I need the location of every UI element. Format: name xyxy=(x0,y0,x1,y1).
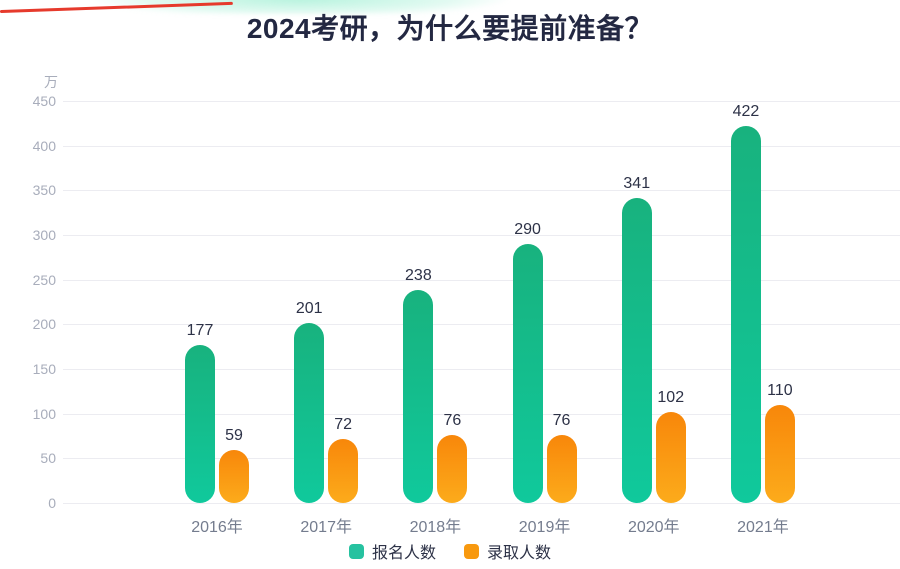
legend-item-applicants[interactable]: 报名人数 xyxy=(348,539,436,563)
bar-value-label: 76 xyxy=(552,412,571,429)
applicants-bar xyxy=(512,244,543,503)
bar-column: 201 xyxy=(294,101,325,503)
y-axis-tick: 450 xyxy=(32,93,56,109)
x-axis-label: 2020年 xyxy=(627,519,680,536)
gridline xyxy=(63,279,900,281)
bar-column: 76 xyxy=(437,101,468,503)
bar-group: 238 76 2018年 xyxy=(403,101,468,536)
bar-value-label: 290 xyxy=(514,221,541,238)
bar-value-label: 59 xyxy=(225,427,243,444)
y-axis-tick: 50 xyxy=(40,450,56,467)
bar-column: 110 xyxy=(764,101,795,503)
bar-column: 422 xyxy=(730,101,761,503)
bar-column: 290 xyxy=(512,101,543,503)
bar-column: 102 xyxy=(655,101,686,503)
bar-value-label: 110 xyxy=(767,382,793,399)
bar-value-label: 177 xyxy=(186,322,214,339)
bar-group: 177 59 2016年 xyxy=(185,101,249,536)
bar-value-label: 341 xyxy=(623,175,651,192)
x-axis-label: 2016年 xyxy=(191,519,243,536)
bar-value-label: 422 xyxy=(732,103,760,120)
admitted-bar xyxy=(328,439,359,503)
bar-group: 201 72 2017年 xyxy=(294,101,359,536)
legend-swatch-icon xyxy=(348,543,364,559)
x-axis-label: 2019年 xyxy=(518,519,571,536)
admitted-bar xyxy=(546,435,577,503)
applicants-bar xyxy=(403,290,434,503)
applicants-bar xyxy=(185,345,215,503)
bar-column: 59 xyxy=(219,101,249,503)
chart-legend: 报名人数 录取人数 xyxy=(0,539,900,563)
legend-label: 报名人数 xyxy=(371,545,436,562)
gridline xyxy=(63,369,900,370)
page-title: 2024考研，为什么要提前准备？ xyxy=(246,13,654,44)
bar-value-label: 76 xyxy=(443,412,462,429)
gridline xyxy=(63,413,900,415)
gridline xyxy=(63,458,900,460)
applicants-bar xyxy=(294,323,325,503)
y-axis-unit-label: 万 xyxy=(44,74,58,90)
bar-value-label: 102 xyxy=(657,389,685,406)
y-axis-tick: 0 xyxy=(48,495,56,511)
applicants-bar xyxy=(621,198,652,503)
y-axis-tick: 150 xyxy=(32,361,56,377)
bar-value-label: 72 xyxy=(334,416,353,433)
gridline xyxy=(63,190,900,192)
applicants-bar xyxy=(730,126,761,503)
bar-column: 341 xyxy=(621,101,652,503)
bar-column: 238 xyxy=(403,101,434,503)
gridline xyxy=(63,145,900,147)
gridline xyxy=(63,324,900,326)
legend-swatch-icon xyxy=(464,543,479,559)
legend-item-admitted[interactable]: 录取人数 xyxy=(464,539,551,563)
y-axis-tick: 200 xyxy=(32,316,56,333)
bar-column: 177 xyxy=(185,101,215,503)
admitted-bar xyxy=(219,450,249,503)
y-axis-tick: 350 xyxy=(32,182,56,199)
x-axis-label: 2021年 xyxy=(737,519,789,536)
legend-label: 录取人数 xyxy=(487,545,552,562)
admitted-bar xyxy=(437,435,468,503)
gridline xyxy=(63,101,900,102)
bar-group: 341 102 2020年 xyxy=(621,101,686,536)
y-axis-tick: 250 xyxy=(32,271,56,288)
x-axis-label: 2018年 xyxy=(409,519,462,536)
bar-value-label: 238 xyxy=(405,267,432,284)
y-axis-tick: 400 xyxy=(32,137,56,154)
bar-group: 290 76 2019年 xyxy=(512,101,577,536)
admitted-bar xyxy=(655,412,686,503)
gridline xyxy=(63,503,900,504)
y-axis-tick: 300 xyxy=(32,227,56,243)
admitted-bar xyxy=(764,405,795,503)
bar-groups: 177 59 2016年 201 72 2017年 238 76 2018年 290 76 2019年… xyxy=(63,101,900,536)
y-axis-tick: 100 xyxy=(32,405,56,422)
bar-column: 76 xyxy=(546,101,577,503)
bar-value-label: 201 xyxy=(295,300,323,317)
x-axis-label: 2017年 xyxy=(300,519,352,536)
gridline xyxy=(63,235,900,236)
gridlines xyxy=(63,101,900,504)
bar-column: 72 xyxy=(328,101,359,503)
bar-group: 422 110 2021年 xyxy=(730,101,795,536)
